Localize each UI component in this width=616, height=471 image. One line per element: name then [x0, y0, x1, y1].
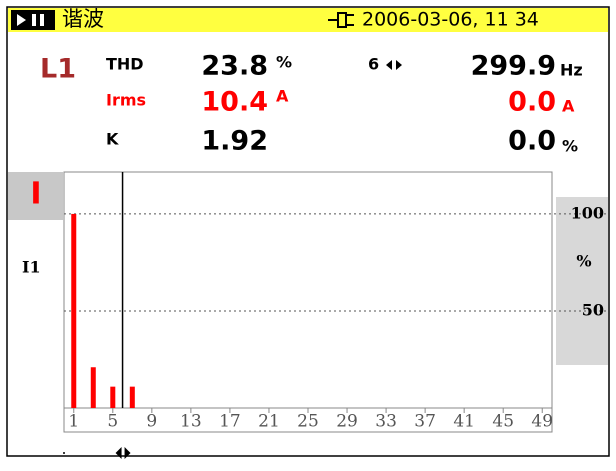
- channel-tab[interactable]: [8, 172, 63, 220]
- play-icon: [17, 14, 26, 26]
- harmonic-bar: [90, 367, 96, 408]
- datetime: 2006-03-06, 11 34: [362, 9, 539, 31]
- harmonic-amp-unit: A: [562, 97, 575, 116]
- x-tick-label: 1: [68, 412, 79, 432]
- harmonic-number: 6: [368, 55, 379, 74]
- y-unit: %: [576, 252, 591, 271]
- irms-label: Irms: [106, 91, 146, 110]
- freq-unit: Hz: [560, 61, 583, 80]
- arrow-left: [386, 60, 392, 70]
- x-tick-label: 49: [531, 412, 553, 432]
- harmonic-bar: [71, 213, 77, 408]
- dot: [63, 452, 65, 454]
- phase-label: L1: [40, 54, 76, 85]
- k-label: K: [106, 130, 119, 149]
- channel-label: I: [30, 177, 41, 212]
- x-tick-label: 33: [375, 412, 397, 432]
- pause-icon: [32, 14, 36, 26]
- header-bar: [8, 8, 608, 32]
- x-tick-label: 21: [258, 412, 280, 432]
- thd-value: 23.8: [201, 51, 268, 82]
- harmonic-pct-unit: %: [562, 137, 578, 156]
- irms-unit: A: [276, 87, 289, 106]
- x-tick-label: 25: [297, 412, 319, 432]
- pause-icon: [40, 14, 44, 26]
- mode-title: 谐波: [62, 7, 104, 31]
- trace-label: I1: [22, 258, 41, 277]
- harmonic-pct-value: 0.0: [508, 126, 556, 157]
- plug-icon: [328, 12, 354, 28]
- k-value: 1.92: [201, 126, 268, 157]
- freq-value: 299.9: [471, 51, 556, 82]
- harmonic-bar: [110, 386, 116, 408]
- x-tick-label: 9: [146, 412, 157, 432]
- x-tick-label: 13: [180, 412, 202, 432]
- cursor-arrow-right: [124, 447, 131, 459]
- y-tick-label: 50: [582, 300, 604, 319]
- irms-value: 10.4: [201, 87, 268, 118]
- scale-panel: [556, 197, 608, 365]
- y-tick-label: 100: [571, 203, 604, 222]
- x-tick-label: 37: [414, 412, 436, 432]
- plot-area: [63, 171, 553, 433]
- arrow-right: [396, 60, 402, 70]
- x-tick-label: 29: [336, 412, 358, 432]
- thd-unit: %: [276, 53, 292, 72]
- x-tick-label: 41: [453, 412, 475, 432]
- x-tick-label: 5: [107, 412, 118, 432]
- x-tick-label: 17: [219, 412, 241, 432]
- harmonic-bar: [129, 386, 135, 408]
- thd-label: THD: [106, 55, 144, 74]
- x-tick-label: 45: [492, 412, 514, 432]
- harmonic-amp-value: 0.0: [508, 87, 556, 118]
- cursor-arrow-left: [115, 447, 122, 459]
